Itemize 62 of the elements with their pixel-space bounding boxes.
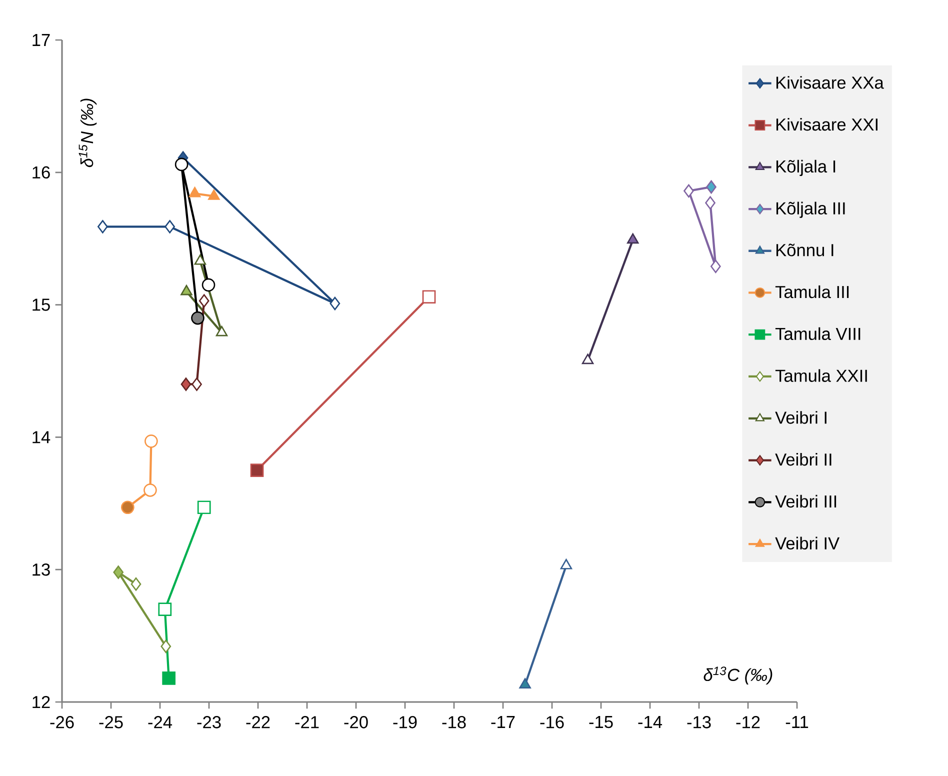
point (162, 672, 176, 685)
x-tick-label: -26 (50, 716, 74, 728)
y-tick-label: 17 (32, 34, 50, 46)
y-axis-title: δ$^{15}$N (‰) (78, 98, 97, 168)
point (130, 577, 142, 591)
point (330, 296, 340, 310)
point (191, 311, 204, 325)
x-tick-label: -25 (99, 716, 123, 728)
x-tick-label: -19 (393, 716, 417, 728)
point (216, 326, 228, 336)
point (158, 602, 172, 616)
x-tick-label: -24 (148, 716, 172, 728)
point (120, 500, 134, 514)
legend-label: Veibri I (775, 411, 826, 424)
x-tick-label: -21 (295, 716, 319, 728)
y-tick-label: 12 (32, 696, 50, 708)
x-tick-label: -17 (491, 716, 515, 728)
legend-label: Tamula XXII (775, 369, 867, 382)
legend-label: Kõljala I (776, 160, 836, 176)
x-tick-label: -22 (246, 716, 270, 728)
point (710, 260, 721, 274)
legend-label: Tamula III (775, 285, 849, 298)
point (174, 158, 188, 172)
x-tick-label: -14 (638, 716, 662, 728)
point (684, 184, 694, 198)
x-tick-label: -23 (197, 716, 221, 728)
point (192, 378, 202, 391)
legend-label: Tamula VIII (775, 327, 860, 340)
x-tick-label: -20 (344, 716, 368, 728)
x-tick-label: -11 (786, 716, 808, 728)
point (705, 196, 716, 210)
point (98, 220, 108, 234)
point (113, 566, 124, 579)
x-tick-label: -13 (687, 716, 711, 728)
point (194, 254, 206, 265)
legend-label: Veibri III (775, 494, 836, 508)
x-tick-label: -18 (442, 716, 466, 728)
x-tick-label: -16 (540, 716, 564, 728)
x-tick-label: -15 (589, 716, 613, 728)
legend-label: Kõnnu I (776, 244, 834, 256)
x-tick-label: -12 (736, 716, 760, 728)
legend-label: Kivisaare XXa (776, 76, 884, 89)
point (250, 464, 264, 477)
y-tick-label: 16 (32, 166, 50, 179)
x-axis-title: δ$^{13}$C (‰) (704, 666, 772, 684)
point (202, 278, 216, 292)
point (706, 180, 716, 194)
y-tick-label: 14 (32, 431, 50, 444)
point (198, 294, 210, 308)
legend-label: Kivisaare XXI (776, 118, 878, 131)
legend-label: Kõljala III (776, 202, 845, 218)
legend-label: Veibri IV (775, 536, 840, 550)
point (180, 284, 192, 296)
point (160, 640, 172, 654)
point (164, 220, 175, 234)
y-tick-label: 13 (32, 563, 50, 576)
legend-label: Veibri II (775, 452, 832, 466)
point (144, 434, 158, 448)
y-tick-label: 15 (32, 298, 50, 311)
point (197, 500, 211, 514)
point (144, 483, 157, 497)
point (180, 378, 192, 391)
